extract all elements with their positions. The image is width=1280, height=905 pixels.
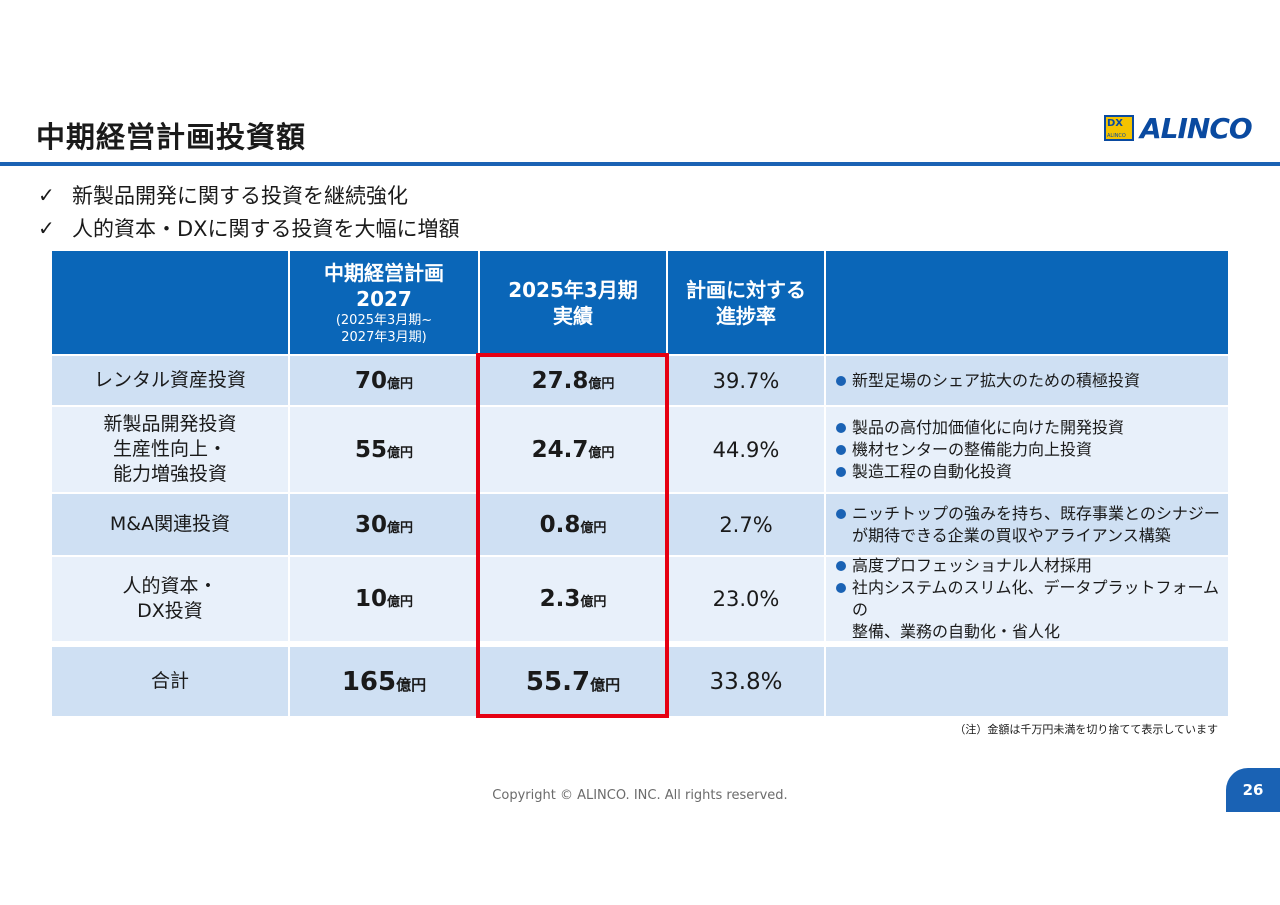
note-item: 高度プロフェッショナル人材採用 (836, 555, 1228, 577)
footnote: （注）金額は千万円未満を切り捨てて表示しています (954, 723, 1218, 736)
bullet-dot-icon (836, 444, 846, 455)
progress-value: 2.7% (719, 512, 773, 537)
table-row: 新製品開発投資 生産性向上・ 能力増強投資 55億円 24.7億円 44.9% … (52, 407, 1228, 494)
total-label: 合計 (150, 670, 189, 692)
bullet-list: ✓ 新製品開発に関する投資を継続強化 ✓ 人的資本・DXに関する投資を大幅に増額 (38, 178, 460, 244)
progress-value: 23.0% (712, 587, 780, 611)
note-item: 新型足場のシェア拡大のための積極投資 (836, 370, 1140, 392)
note-item: 機材センターの整備能力向上投資 (836, 439, 1124, 461)
logo-mark-letters: DX (1107, 118, 1124, 129)
plan-value: 30億円 (354, 511, 414, 538)
logo-text: ALINCO (1140, 111, 1253, 145)
check-icon: ✓ (38, 215, 55, 240)
bullet-item: ✓ 人的資本・DXに関する投資を大幅に増額 (38, 211, 460, 244)
notes-cell: 高度プロフェッショナル人材採用 社内システムのスリム化、データプラットフォームの… (826, 555, 1228, 643)
bullet-dot-icon (836, 583, 846, 593)
note-item: ニッチトップの強みを持ち、既存事業とのシナジー が期待できる企業の買収やアライア… (836, 503, 1220, 547)
investment-table: 中期経営計画 2027 (2025年3月期~ 2027年3月期) 2025年3月… (52, 251, 1228, 718)
row-label: レンタル資産投資 (93, 369, 246, 391)
actual-value: 27.8億円 (531, 367, 615, 394)
bullet-dot-icon (836, 508, 846, 519)
bullet-dot-icon (836, 422, 846, 433)
table-row: 人的資本・ DX投資 10億円 2.3億円 23.0% 高度プロフェッショナル人… (52, 555, 1228, 643)
bullet-item: ✓ 新製品開発に関する投資を継続強化 (38, 178, 460, 211)
notes-cell: ニッチトップの強みを持ち、既存事業とのシナジー が期待できる企業の買収やアライア… (826, 494, 1228, 557)
bullet-dot-icon (836, 375, 846, 386)
header-plan-title: 中期経営計画 2027 (324, 260, 444, 311)
company-logo: DX ALINCO ALINCO (1104, 111, 1253, 145)
table-row: M&A関連投資 30億円 0.8億円 2.7% ニッチトップの強みを持ち、既存事… (52, 494, 1228, 557)
note-item: 製品の高付加価値化に向けた開発投資 (836, 417, 1124, 439)
header-cell-notes (826, 251, 1228, 356)
total-progress-value: 33.8% (709, 668, 783, 695)
plan-value: 55億円 (354, 436, 414, 463)
title-divider (0, 162, 1280, 166)
logo-mark-icon: DX ALINCO (1104, 115, 1134, 141)
table-total-row: 合計 165億円 55.7億円 33.8% (52, 647, 1228, 718)
row-label: M&A関連投資 (109, 513, 231, 535)
bullet-text: 人的資本・DXに関する投資を大幅に増額 (72, 216, 460, 241)
page-number: 26 (1226, 768, 1280, 812)
header-cell-empty (52, 251, 290, 356)
progress-value: 44.9% (712, 437, 780, 462)
bullet-dot-icon (836, 561, 846, 571)
actual-value: 0.8億円 (539, 511, 607, 538)
notes-cell: 製品の高付加価値化に向けた開発投資 機材センターの整備能力向上投資 製造工程の自… (826, 407, 1228, 494)
check-icon: ✓ (38, 182, 55, 207)
table-row: レンタル資産投資 70億円 27.8億円 39.7% 新型足場のシェア拡大のため… (52, 356, 1228, 407)
total-actual-value: 55.7億円 (525, 666, 621, 697)
notes-cell-empty (826, 647, 1228, 718)
page-title: 中期経営計画投資額 (36, 120, 307, 154)
notes-cell: 新型足場のシェア拡大のための積極投資 (826, 356, 1228, 407)
copyright: Copyright © ALINCO. INC. All rights rese… (492, 788, 788, 803)
row-label: 人的資本・ DX投資 (122, 575, 218, 622)
note-item: 社内システムのスリム化、データプラットフォームの 整備、業務の自動化・省人化 (836, 577, 1228, 643)
header-cell-actual: 2025年3月期 実績 (480, 251, 668, 356)
header-cell-plan: 中期経営計画 2027 (2025年3月期~ 2027年3月期) (290, 251, 480, 356)
plan-value: 70億円 (354, 367, 414, 394)
header-plan-period: (2025年3月期~ 2027年3月期) (335, 312, 433, 345)
header-cell-progress: 計画に対する 進捗率 (668, 251, 826, 356)
total-plan-value: 165億円 (341, 666, 427, 697)
row-label: 新製品開発投資 生産性向上・ 能力増強投資 (103, 413, 237, 485)
bullet-text: 新製品開発に関する投資を継続強化 (72, 183, 408, 208)
note-item: 製造工程の自動化投資 (836, 461, 1124, 483)
logo-mark-small-text: ALINCO (1107, 133, 1126, 139)
actual-value: 2.3億円 (539, 586, 607, 612)
bullet-dot-icon (836, 466, 846, 477)
progress-value: 39.7% (712, 368, 780, 393)
table-header-row: 中期経営計画 2027 (2025年3月期~ 2027年3月期) 2025年3月… (52, 251, 1228, 356)
plan-value: 10億円 (354, 586, 414, 612)
actual-value: 24.7億円 (531, 436, 615, 463)
